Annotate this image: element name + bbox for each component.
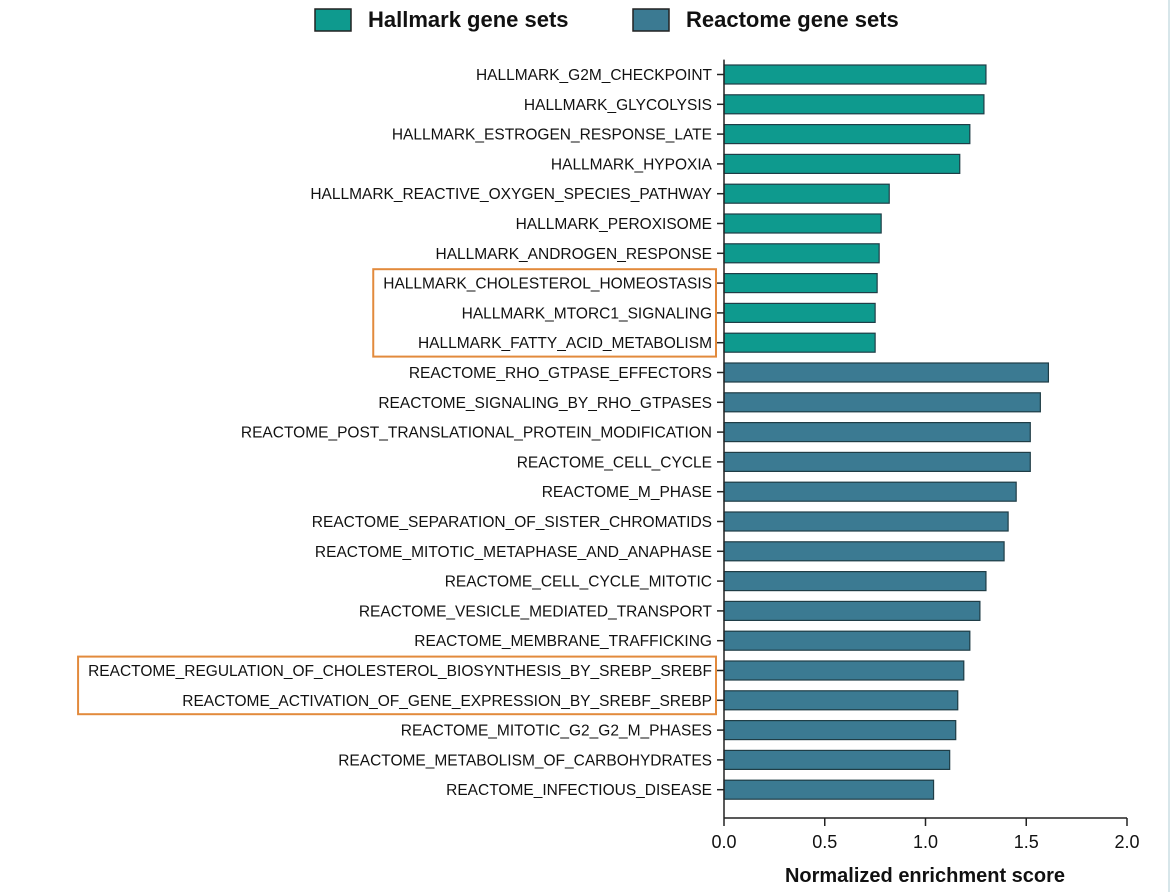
- bar-24: [723, 779, 935, 800]
- category-label-20: REACTOME_REGULATION_OF_CHOLESTEROL_BIOSY…: [88, 663, 712, 680]
- category-label-18: REACTOME_VESICLE_MEDIATED_TRANSPORT: [359, 603, 713, 620]
- bar-19: [723, 630, 971, 651]
- bar-7: [723, 273, 878, 294]
- bar-14: [723, 481, 1017, 502]
- category-label-6: HALLMARK_ANDROGEN_RESPONSE: [436, 246, 713, 263]
- category-label-15: REACTOME_SEPARATION_OF_SISTER_CHROMATIDS: [312, 514, 712, 531]
- x-tick-label-2: 1.0: [913, 832, 938, 852]
- legend: Hallmark gene sets Reactome gene sets: [314, 7, 899, 32]
- category-label-16: REACTOME_MITOTIC_METAPHASE_AND_ANAPHASE: [315, 544, 712, 561]
- bar-23: [723, 749, 951, 771]
- bar-21: [723, 690, 959, 711]
- highlight-boxes: [77, 268, 717, 716]
- category-label-24: REACTOME_INFECTIOUS_DISEASE: [446, 782, 712, 799]
- category-label-14: REACTOME_M_PHASE: [542, 484, 712, 501]
- bar-12: [723, 422, 1031, 443]
- category-label-10: REACTOME_RHO_GTPASE_EFFECTORS: [409, 365, 712, 382]
- category-label-23: REACTOME_METABOLISM_OF_CARBOHYDRATES: [338, 752, 712, 769]
- x-tick-label-1: 0.5: [812, 832, 837, 852]
- category-label-0: HALLMARK_G2M_CHECKPOINT: [476, 67, 713, 84]
- bar-5: [723, 213, 882, 234]
- bar-8: [723, 302, 876, 323]
- bar-2: [723, 123, 971, 145]
- category-label-2: HALLMARK_ESTROGEN_RESPONSE_LATE: [392, 127, 712, 144]
- x-tick-label-0: 0.0: [711, 832, 736, 852]
- bar-15: [723, 511, 1009, 532]
- category-label-13: REACTOME_CELL_CYCLE: [517, 454, 712, 471]
- category-label-21: REACTOME_ACTIVATION_OF_GENE_EXPRESSION_B…: [182, 693, 712, 710]
- bar-1: [723, 94, 985, 115]
- bars: [723, 64, 1050, 800]
- category-label-9: HALLMARK_FATTY_ACID_METABOLISM: [418, 335, 712, 352]
- category-label-22: REACTOME_MITOTIC_G2_G2_M_PHASES: [401, 723, 712, 740]
- bar-4: [723, 183, 890, 204]
- legend-label-1: Reactome gene sets: [686, 7, 899, 32]
- category-label-3: HALLMARK_HYPOXIA: [551, 156, 713, 173]
- bar-18: [723, 600, 981, 622]
- bar-22: [723, 719, 957, 741]
- category-label-8: HALLMARK_MTORC1_SIGNALING: [462, 305, 712, 322]
- bar-6: [723, 243, 880, 264]
- bar-3: [723, 153, 961, 174]
- bar-11: [723, 392, 1041, 413]
- bar-0: [723, 64, 987, 85]
- bar-20: [723, 660, 965, 681]
- x-tick-label-4: 2.0: [1114, 832, 1139, 852]
- legend-swatch-0: [314, 8, 352, 32]
- category-label-1: HALLMARK_GLYCOLYSIS: [524, 97, 712, 114]
- x-axis-title: Normalized enrichment score: [785, 865, 1065, 887]
- bar-17: [723, 570, 987, 592]
- legend-swatch-1: [632, 8, 670, 32]
- axes: 0.0 0.5 1.0 1.5 2.0: [711, 59, 1140, 852]
- category-labels: HALLMARK_G2M_CHECKPOINT HALLMARK_GLYCOLYS…: [88, 67, 724, 799]
- category-label-17: REACTOME_CELL_CYCLE_MITOTIC: [445, 574, 712, 591]
- category-label-12: REACTOME_POST_TRANSLATIONAL_PROTEIN_MODI…: [241, 425, 712, 442]
- highlight-box-0: [372, 268, 717, 358]
- bar-16: [723, 541, 1005, 562]
- bar-13: [723, 451, 1031, 472]
- category-label-5: HALLMARK_PEROXISOME: [516, 216, 712, 233]
- right-edge-divider: [1168, 0, 1170, 892]
- category-label-11: REACTOME_SIGNALING_BY_RHO_GTPASES: [378, 395, 712, 412]
- x-tick-label-3: 1.5: [1014, 832, 1039, 852]
- category-label-19: REACTOME_MEMBRANE_TRAFFICKING: [414, 633, 712, 650]
- legend-label-0: Hallmark gene sets: [368, 7, 569, 32]
- category-label-4: HALLMARK_REACTIVE_OXYGEN_SPECIES_PATHWAY: [310, 186, 712, 203]
- bar-10: [723, 362, 1050, 383]
- highlight-box-1: [77, 655, 717, 716]
- category-label-7: HALLMARK_CHOLESTEROL_HOMEOSTASIS: [383, 276, 712, 293]
- bar-9: [723, 332, 876, 353]
